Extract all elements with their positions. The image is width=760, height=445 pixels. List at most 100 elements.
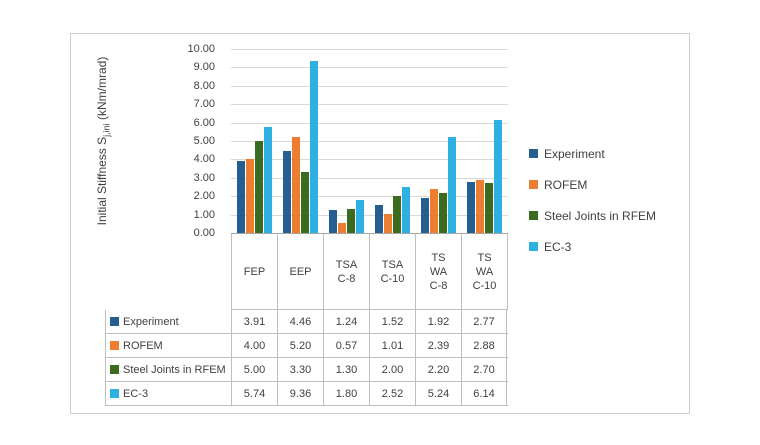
gridline — [231, 104, 508, 105]
bar-Experiment-TSA C-10 — [374, 205, 383, 233]
bar-ROFEM-TSA C-10 — [383, 214, 392, 233]
table-value: 1.24 — [323, 310, 369, 333]
legend-item-EC-3: EC-3 — [529, 231, 656, 262]
legend-item-ROFEM: ROFEM — [529, 169, 656, 200]
legend-item-Steel Joints in RFEM: Steel Joints in RFEM — [529, 200, 656, 231]
table-value: 1.92 — [415, 310, 461, 333]
bar-ROFEM-FEP — [245, 159, 254, 233]
bar-EC-3-TS WA C-10 — [493, 120, 502, 233]
series-marker-icon — [110, 341, 119, 350]
table-value: 2.20 — [415, 358, 461, 381]
y-tick-label: 2.00 — [193, 190, 215, 202]
legend-label: EC-3 — [544, 239, 572, 254]
legend-marker-icon — [529, 211, 538, 220]
category-header-TS WA C-8: TS WA C-8 — [415, 234, 461, 309]
table-value: 2.52 — [369, 382, 415, 405]
bar-Experiment-FEP — [236, 161, 245, 233]
bar-Experiment-TS WA C-8 — [420, 198, 429, 233]
table-value: 1.01 — [369, 334, 415, 357]
series-marker-icon — [110, 317, 119, 326]
table-value: 3.91 — [231, 310, 277, 333]
table-row-Experiment: Experiment 3.91 4.46 1.24 1.52 1.92 2.77 — [105, 310, 508, 334]
legend-item-Experiment: Experiment — [529, 138, 656, 169]
y-tick-label: 3.00 — [193, 172, 215, 184]
legend-label: ROFEM — [544, 177, 588, 192]
gridline — [231, 215, 508, 216]
category-header-row: FEP EEP TSA C-8 TSA C-10 TS WA C-8 TS WA C-10 — [231, 233, 508, 310]
series-marker-icon — [110, 365, 119, 374]
gridline — [231, 67, 508, 68]
table-row-EC-3: EC-3 5.74 9.36 1.80 2.52 5.24 6.14 — [105, 382, 508, 406]
table-value: 2.39 — [415, 334, 461, 357]
plot-area — [231, 49, 508, 234]
bar-ROFEM-TS WA C-8 — [429, 189, 438, 233]
series-name-label: EC-3 — [123, 387, 149, 400]
series-name-label: Steel Joints in RFEM — [123, 363, 226, 376]
table-value: 5.74 — [231, 382, 277, 405]
bar-Steel Joints in RFEM-TSA C-8 — [346, 209, 355, 233]
table-value: 3.30 — [277, 358, 323, 381]
category-header-EEP: EEP — [277, 234, 323, 309]
table-value: 4.00 — [231, 334, 277, 357]
chart-container: Initial Stiffness Sj,ini (kNm/mrad) 10.0… — [70, 33, 690, 414]
data-table: Experiment 3.91 4.46 1.24 1.52 1.92 2.77 ROFEM 4… — [105, 310, 508, 406]
y-tick-label: 0.00 — [193, 227, 215, 239]
gridline — [231, 196, 508, 197]
category-header-TS WA C-10: TS WA C-10 — [461, 234, 508, 309]
legend-label: Experiment — [544, 146, 605, 161]
bar-EC-3-TSA C-8 — [355, 200, 364, 233]
bar-group-TSA C-10 — [369, 49, 415, 233]
y-axis-title-suffix: (kNm/mrad) — [95, 56, 109, 124]
y-axis-title: Initial Stiffness Sj,ini (kNm/mrad) — [95, 49, 111, 233]
y-tick-label: 7.00 — [193, 98, 215, 110]
table-value: 6.14 — [461, 382, 507, 405]
gridline — [231, 159, 508, 160]
bar-EC-3-TSA C-10 — [401, 187, 410, 233]
series-name-label: ROFEM — [123, 339, 163, 352]
table-value: 5.00 — [231, 358, 277, 381]
y-tick-label: 4.00 — [193, 153, 215, 165]
table-value: 5.24 — [415, 382, 461, 405]
bar-group-EEP — [277, 49, 323, 233]
bar-group-TS WA C-8 — [415, 49, 461, 233]
y-tick-label: 10.00 — [187, 43, 215, 55]
bar-ROFEM-TSA C-8 — [337, 223, 346, 233]
bar-Steel Joints in RFEM-FEP — [254, 141, 263, 233]
gridline — [231, 141, 508, 142]
category-header-TSA C-8: TSA C-8 — [323, 234, 369, 309]
legend-label: Steel Joints in RFEM — [544, 208, 657, 223]
bar-group-TSA C-8 — [323, 49, 369, 233]
category-header-FEP: FEP — [231, 234, 277, 309]
table-value: 4.46 — [277, 310, 323, 333]
table-value: 9.36 — [277, 382, 323, 405]
bar-ROFEM-TS WA C-10 — [475, 180, 484, 233]
bar-Steel Joints in RFEM-TS WA C-10 — [484, 183, 493, 233]
table-value: 2.88 — [461, 334, 507, 357]
y-tick-label: 5.00 — [193, 135, 215, 147]
gridline — [231, 178, 508, 179]
legend: Experiment ROFEM Steel Joints in RFEM EC-3 — [529, 138, 656, 262]
y-axis-title-subscript: j,ini — [101, 123, 112, 137]
legend-marker-icon — [529, 242, 538, 251]
series-name-cell: EC-3 — [105, 382, 231, 405]
bar-Steel Joints in RFEM-EEP — [300, 172, 309, 233]
y-axis-tick-labels: 10.00 9.00 8.00 7.00 6.00 5.00 4.00 3.00 2.00 1.0… — [169, 43, 221, 239]
y-axis-title-prefix: Initial Stiffness S — [95, 136, 109, 226]
bar-EC-3-TS WA C-8 — [447, 137, 456, 233]
category-header-TSA C-10: TSA C-10 — [369, 234, 415, 309]
y-tick-label: 6.00 — [193, 117, 215, 129]
bar-group-FEP — [231, 49, 277, 233]
table-value: 2.77 — [461, 310, 507, 333]
bar-Experiment-EEP — [282, 151, 291, 233]
table-row-ROFEM: ROFEM 4.00 5.20 0.57 1.01 2.39 2.88 — [105, 334, 508, 358]
table-value: 5.20 — [277, 334, 323, 357]
bar-EC-3-FEP — [263, 127, 272, 233]
bar-Experiment-TSA C-8 — [328, 210, 337, 233]
series-name-cell: Experiment — [105, 310, 231, 333]
table-value: 1.80 — [323, 382, 369, 405]
table-value: 1.52 — [369, 310, 415, 333]
legend-marker-icon — [529, 180, 538, 189]
bar-Steel Joints in RFEM-TS WA C-8 — [438, 193, 447, 233]
bar-Experiment-TS WA C-10 — [466, 182, 475, 233]
